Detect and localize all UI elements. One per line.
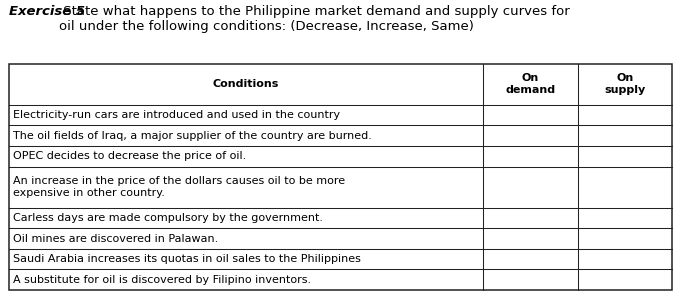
Text: Carless days are made compulsory by the government.: Carless days are made compulsory by the …: [13, 213, 323, 223]
Text: Saudi Arabia increases its quotas in oil sales to the Philippines: Saudi Arabia increases its quotas in oil…: [13, 254, 361, 264]
Text: The oil fields of Iraq, a major supplier of the country are burned.: The oil fields of Iraq, a major supplier…: [13, 131, 372, 141]
Text: Conditions: Conditions: [212, 79, 279, 89]
Text: A substitute for oil is discovered by Filipino inventors.: A substitute for oil is discovered by Fi…: [13, 275, 311, 285]
Text: Electricity-run cars are introduced and used in the country: Electricity-run cars are introduced and …: [13, 110, 340, 120]
Text: On
demand: On demand: [505, 73, 556, 95]
Text: Oil mines are discovered in Palawan.: Oil mines are discovered in Palawan.: [13, 234, 218, 244]
Text: An increase in the price of the dollars causes oil to be more
expensive in other: An increase in the price of the dollars …: [13, 176, 345, 198]
Text: OPEC decides to decrease the price of oil.: OPEC decides to decrease the price of oi…: [13, 151, 247, 161]
Text: Exercise 5: Exercise 5: [9, 5, 85, 18]
Text: State what happens to the Philippine market demand and supply curves for
oil und: State what happens to the Philippine mar…: [59, 5, 569, 33]
Text: On
supply: On supply: [604, 73, 646, 95]
